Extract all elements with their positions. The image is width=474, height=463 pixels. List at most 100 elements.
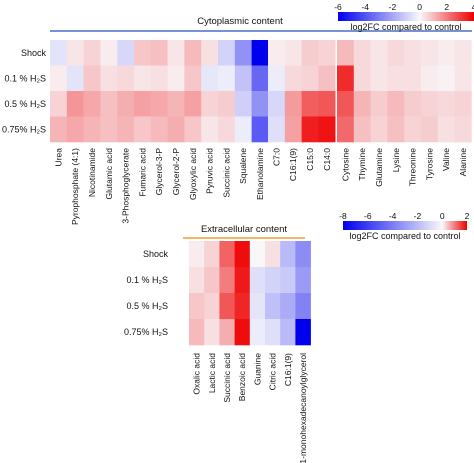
cyto-column-label: Valine <box>441 148 451 171</box>
cyto-cell <box>218 40 236 66</box>
extra-colorbar-label: log2FC compared to control <box>349 231 460 241</box>
cyto-cell <box>100 65 118 92</box>
cyto-row-label: 0.5 % H₂S <box>4 99 46 109</box>
extra-cell <box>249 319 266 346</box>
cyto-cell <box>318 116 336 143</box>
cyto-cell <box>167 116 185 143</box>
cyto-cell <box>117 91 135 117</box>
extra-cell <box>249 267 266 294</box>
cyto-colorbar-tick: 4 <box>472 2 474 12</box>
cyto-cell <box>251 91 269 117</box>
cyto-cell <box>353 40 371 66</box>
cyto-cell <box>218 65 236 92</box>
extra-colorbar-tick: -2 <box>414 211 422 221</box>
extra-cell <box>265 241 281 268</box>
cyto-cell <box>184 40 202 66</box>
cyto-cell <box>421 65 439 92</box>
extra-colorbar-tick: 0 <box>440 211 445 221</box>
cyto-cell <box>50 40 68 66</box>
extra-cell <box>204 241 220 268</box>
cyto-cell <box>83 91 101 117</box>
cyto-cell <box>337 40 355 66</box>
extra-cell <box>295 267 311 294</box>
cyto-cell <box>100 91 118 117</box>
extra-row-label: 0.1 % H₂S <box>126 275 168 285</box>
extra-cell <box>189 267 205 294</box>
cyto-cell <box>268 91 286 117</box>
extra-cell <box>265 293 281 320</box>
cyto-column-label: Succinic acid <box>221 148 231 198</box>
extra-cell <box>295 241 311 268</box>
extra-cell <box>219 267 235 294</box>
cyto-colorbar-tick: 0 <box>417 2 422 12</box>
cyto-cell <box>134 116 152 143</box>
extra-cell <box>280 267 296 294</box>
extra-row-label: Shock <box>143 249 169 259</box>
cyto-cell <box>337 91 355 117</box>
cyto-cell <box>66 91 84 117</box>
cyto-column-label: Tyrosine <box>424 148 434 180</box>
cyto-cell <box>66 65 84 92</box>
extra-column-label: 1-monohexadecanoylglycerol <box>298 353 308 463</box>
cyto-cell <box>421 40 439 66</box>
cyto-column-label: C14:0 <box>322 148 332 171</box>
cyto-column-label: Threonine <box>408 148 418 187</box>
extra-column-label: Guanine <box>252 353 262 385</box>
cyto-column-label: Urea <box>53 148 63 167</box>
extra-colorbar-tick: -4 <box>389 211 397 221</box>
cyto-column-label: Alanine <box>458 148 468 177</box>
extra-cell <box>249 241 266 268</box>
cyto-cell <box>284 65 302 92</box>
cyto-cell <box>387 116 405 143</box>
cyto-title: Cytoplasmic content <box>197 16 283 27</box>
extra-cell <box>219 241 235 268</box>
extra-cell <box>265 319 281 346</box>
extra-colorbar-tick: 2 <box>465 211 470 221</box>
extra-cell <box>189 241 205 268</box>
cyto-cell <box>318 40 336 66</box>
extra-colorbar <box>343 221 467 230</box>
extra-colorbar-tick: -8 <box>339 211 347 221</box>
extra-column-label: C16:1(9) <box>283 353 293 386</box>
cyto-cell <box>387 40 405 66</box>
cyto-cell <box>387 65 405 92</box>
cyto-cell <box>353 116 371 143</box>
cyto-cell <box>201 116 219 143</box>
cyto-cell <box>454 65 472 92</box>
cyto-row-label: 0.75% H₂S <box>2 124 46 134</box>
extra-row-label: 0.5 % H₂S <box>126 301 168 311</box>
extra-cell <box>234 267 251 294</box>
cyto-cell <box>251 65 269 92</box>
cyto-cell <box>454 116 472 143</box>
cyto-column-label: Cytosine <box>340 148 350 181</box>
cyto-column-label: C15:0 <box>305 148 315 171</box>
cyto-cell <box>100 116 118 143</box>
cyto-cell <box>437 116 455 143</box>
cyto-colorbar-tick: -6 <box>334 2 342 12</box>
cyto-cell <box>337 65 355 92</box>
cyto-cell <box>150 116 168 143</box>
cyto-cell <box>150 65 168 92</box>
cyto-colorbar-tick: -4 <box>361 2 369 12</box>
cyto-column-label: Pyrophosphate (4:1) <box>70 148 80 225</box>
cyto-cell <box>66 40 84 66</box>
cyto-column-label: C7:0 <box>271 148 281 166</box>
cyto-cell <box>404 116 422 143</box>
cyto-cell <box>134 65 152 92</box>
extra-cell <box>189 319 205 346</box>
extra-cell <box>295 293 311 320</box>
cyto-cell <box>134 40 152 66</box>
extra-cell <box>219 293 235 320</box>
cyto-row-label: 0.1 % H₂S <box>4 73 46 83</box>
cyto-cell <box>50 91 68 117</box>
cyto-cell <box>437 91 455 117</box>
cyto-cell <box>301 40 319 66</box>
cyto-cell <box>268 40 286 66</box>
cyto-cell <box>100 40 118 66</box>
cyto-cell <box>404 40 422 66</box>
cyto-cell <box>117 40 135 66</box>
cyto-cell <box>421 91 439 117</box>
extra-cell <box>280 293 296 320</box>
cyto-cell <box>268 116 286 143</box>
